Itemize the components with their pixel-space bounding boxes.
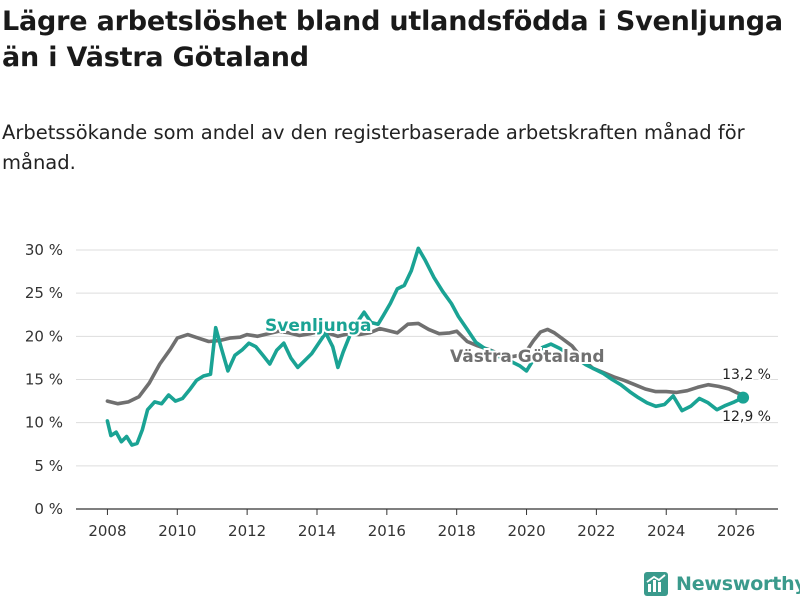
y-tick-label: 30 % bbox=[25, 241, 63, 259]
x-axis: 2008 2010 2012 2014 2016 2018 2020 2022 2024 2026 bbox=[76, 508, 778, 540]
x-tick-label: 2018 bbox=[438, 522, 476, 540]
brand-logo: Newsworthy bbox=[644, 570, 800, 598]
x-tick-label: 2016 bbox=[368, 522, 406, 540]
chart-title: Lägre arbetslöshet bland utlandsfödda i … bbox=[2, 6, 783, 73]
y-tick-label: 25 % bbox=[25, 284, 63, 302]
x-tick-label: 2026 bbox=[717, 522, 755, 540]
series-line-svenljunga bbox=[105, 246, 745, 447]
x-tick-label: 2012 bbox=[228, 522, 266, 540]
end-point-marker bbox=[737, 391, 750, 404]
x-tick-label: 2008 bbox=[88, 522, 126, 540]
x-tick-label: 2024 bbox=[647, 522, 685, 540]
end-label-svenljunga: 12,9 % bbox=[722, 409, 771, 425]
newsworthy-logo-icon bbox=[644, 572, 668, 596]
chart-subtitle: Arbetssökande som andel av den registerb… bbox=[2, 121, 745, 174]
y-axis: 0 % 5 % 10 % 15 % 20 % 25 % 30 % bbox=[25, 241, 63, 518]
series-label-svenljunga: Svenljunga bbox=[265, 316, 371, 336]
x-tick-label: 2022 bbox=[577, 522, 615, 540]
brand-name: Newsworthy bbox=[676, 573, 800, 595]
end-label-vastra-gotaland: 13,2 % bbox=[722, 367, 771, 383]
y-tick-label: 5 % bbox=[34, 457, 63, 475]
x-tick-label: 2020 bbox=[507, 522, 545, 540]
y-tick-label: 10 % bbox=[25, 414, 63, 432]
y-tick-label: 20 % bbox=[25, 327, 63, 345]
y-tick-label: 15 % bbox=[25, 371, 63, 389]
y-tick-label: 0 % bbox=[34, 500, 63, 518]
x-tick-label: 2014 bbox=[298, 522, 336, 540]
series-labels: Svenljunga Västra Götaland 13,2 % 12,9 % bbox=[263, 314, 773, 427]
gridlines bbox=[76, 249, 778, 467]
series-lines bbox=[105, 246, 750, 447]
series-label-vastra-gotaland: Västra Götaland bbox=[450, 347, 605, 367]
series-line-v-stra-g-taland bbox=[105, 321, 745, 406]
x-tick-label: 2010 bbox=[158, 522, 196, 540]
